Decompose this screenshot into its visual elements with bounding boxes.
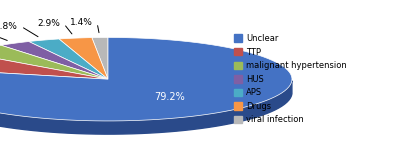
Text: 2.9%: 2.9%	[37, 19, 60, 28]
Polygon shape	[0, 37, 292, 121]
Polygon shape	[0, 45, 108, 79]
Polygon shape	[29, 39, 108, 79]
Polygon shape	[1, 42, 108, 79]
Polygon shape	[0, 81, 292, 134]
Polygon shape	[92, 37, 108, 79]
Polygon shape	[0, 53, 108, 79]
Text: 1.4%: 1.4%	[70, 18, 93, 27]
Legend: Unclear, TTP, malignant hypertension, HUS, APS, Drugs, viral infection: Unclear, TTP, malignant hypertension, HU…	[232, 32, 349, 126]
Polygon shape	[59, 38, 108, 79]
Text: 79.2%: 79.2%	[154, 92, 185, 102]
Text: 2.8%: 2.8%	[0, 22, 17, 31]
